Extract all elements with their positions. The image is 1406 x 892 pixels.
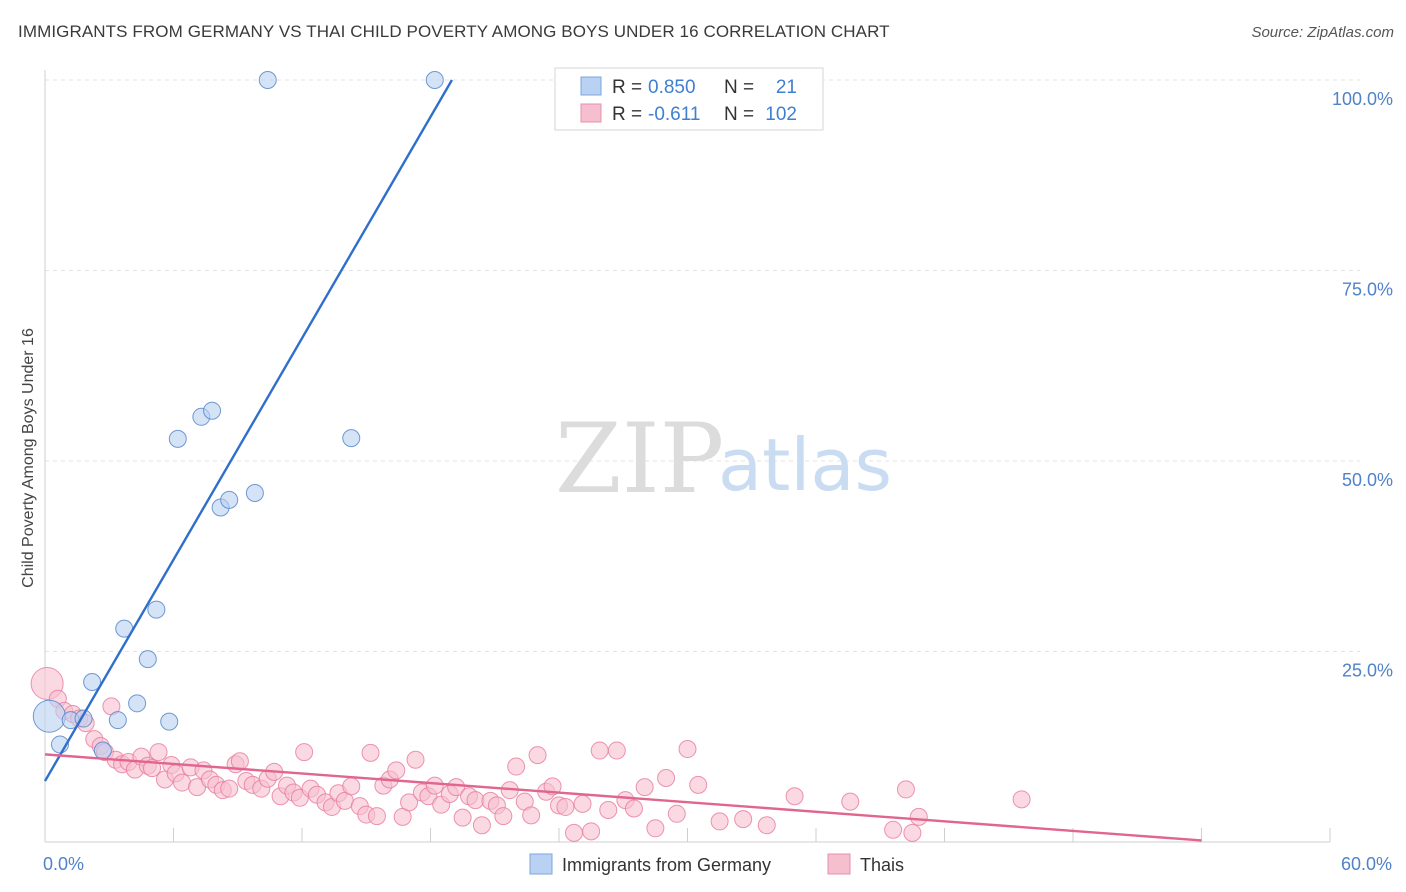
thais-point-90: [657, 768, 676, 787]
germany-point-5: [93, 741, 112, 760]
germany-point-16: [220, 490, 239, 509]
thais-point-56: [400, 793, 419, 812]
thais-point-60: [425, 776, 444, 795]
germany-point-4: [83, 672, 102, 691]
thais-point-54: [387, 761, 406, 780]
thais-point-47: [342, 777, 361, 796]
source-label: Source: ZipAtlas.com: [1251, 24, 1394, 41]
thais-point-75: [528, 746, 547, 765]
y-axis-label: Child Poverty Among Boys Under 16: [20, 328, 37, 588]
thais-point-96: [757, 816, 776, 835]
y-tick-label-2: 75.0%: [1342, 280, 1393, 300]
thais-point-95: [734, 810, 753, 829]
thais-point-87: [624, 799, 643, 818]
germany-point-10: [147, 600, 166, 619]
legend-n-value-2: 102: [765, 104, 797, 125]
thais-point-83: [590, 741, 609, 760]
thais-point-88: [635, 778, 654, 797]
legend-n-value-1: 21: [776, 77, 797, 98]
germany-point-18: [258, 71, 277, 89]
thais-point-80: [564, 823, 583, 842]
legend-r-label-2: R =: [612, 104, 642, 125]
legend-n-label-1: N =: [724, 77, 754, 98]
trend-lines: [43, 79, 1202, 842]
thais-point-17: [149, 743, 168, 762]
thais-point-89: [646, 819, 665, 838]
germany-point-14: [203, 401, 222, 420]
thais-point-70: [494, 807, 513, 826]
germany-point-17: [245, 484, 264, 503]
correlation-legend: R = 0.850 N = 21 R = -0.611 N = 102: [554, 67, 824, 131]
thais-point-91: [667, 804, 686, 823]
series-legend-swatch-germany: [529, 853, 553, 875]
legend-swatch-thais: [580, 103, 602, 123]
thais-point-94: [710, 812, 729, 831]
series-germany-points: [32, 71, 444, 760]
thais-point-84: [599, 800, 618, 819]
thais-point-28: [220, 779, 239, 798]
legend-r-value-2: -0.611: [648, 104, 700, 125]
thais-point-57: [406, 750, 425, 769]
series-legend-label-germany: Immigrants from Germany: [562, 855, 771, 875]
thais-point-81: [573, 794, 592, 813]
y-tick-label-1: 50.0%: [1342, 470, 1393, 490]
thais-point-99: [884, 820, 903, 839]
watermark-atlas: atlas: [718, 423, 892, 507]
thais-point-66: [466, 791, 485, 810]
thais-point-67: [472, 816, 491, 835]
thais-point-102: [909, 807, 928, 826]
thais-point-98: [841, 792, 860, 811]
thais-point-79: [556, 797, 575, 816]
legend-n-label-2: N =: [724, 104, 754, 125]
watermark-zip: ZIP: [555, 403, 724, 515]
series-thais-points: [30, 667, 1031, 842]
thais-point-97: [785, 787, 804, 806]
thais-point-103: [1012, 790, 1031, 809]
x-tick-label-max: 60.0%: [1341, 854, 1392, 874]
series-legend-label-thais: Thais: [860, 855, 904, 875]
y-axis-tick-labels: 25.0% 50.0% 75.0% 100.0%: [1332, 89, 1393, 681]
thais-point-40: [295, 743, 314, 762]
germany-point-19: [342, 429, 361, 448]
thais-point-50: [361, 743, 380, 762]
x-tick-label-min: 0.0%: [43, 854, 84, 874]
germany-point-0: [32, 699, 66, 733]
germany-point-9: [138, 650, 157, 669]
thais-point-51: [367, 807, 386, 826]
thais-point-63: [447, 778, 466, 797]
y-tick-label-3: 100.0%: [1332, 89, 1393, 109]
thais-point-77: [543, 777, 562, 796]
thais-point-85: [607, 741, 626, 760]
germany-point-8: [128, 694, 147, 713]
thais-point-82: [582, 822, 601, 841]
trend-line-thais: [44, 753, 1202, 842]
germany-point-12: [168, 429, 187, 448]
thais-point-93: [689, 775, 708, 794]
thais-point-92: [678, 740, 697, 759]
thais-point-72: [507, 757, 526, 776]
germany-point-11: [160, 712, 179, 731]
thais-point-74: [522, 806, 541, 825]
series-legend-swatch-thais: [827, 853, 851, 875]
legend-r-label-1: R =: [612, 77, 642, 98]
watermark: ZIP atlas: [555, 403, 892, 515]
legend-swatch-germany: [580, 76, 602, 96]
thais-point-100: [896, 780, 915, 799]
gridlines: [45, 79, 1360, 652]
thais-point-30: [230, 752, 249, 771]
germany-point-20: [425, 71, 444, 89]
legend-r-value-1: 0.850: [648, 77, 696, 98]
thais-point-21: [173, 773, 192, 792]
y-tick-label-0: 25.0%: [1342, 661, 1393, 681]
x-axis-ticks: [44, 828, 1331, 842]
trend-line-germany: [43, 79, 453, 782]
germany-point-6: [108, 711, 127, 730]
series-legend: Immigrants from Germany Thais: [529, 853, 904, 875]
thais-point-64: [453, 808, 472, 827]
chart-title: IMMIGRANTS FROM GERMANY VS THAI CHILD PO…: [18, 22, 890, 41]
thais-point-101: [903, 823, 922, 842]
